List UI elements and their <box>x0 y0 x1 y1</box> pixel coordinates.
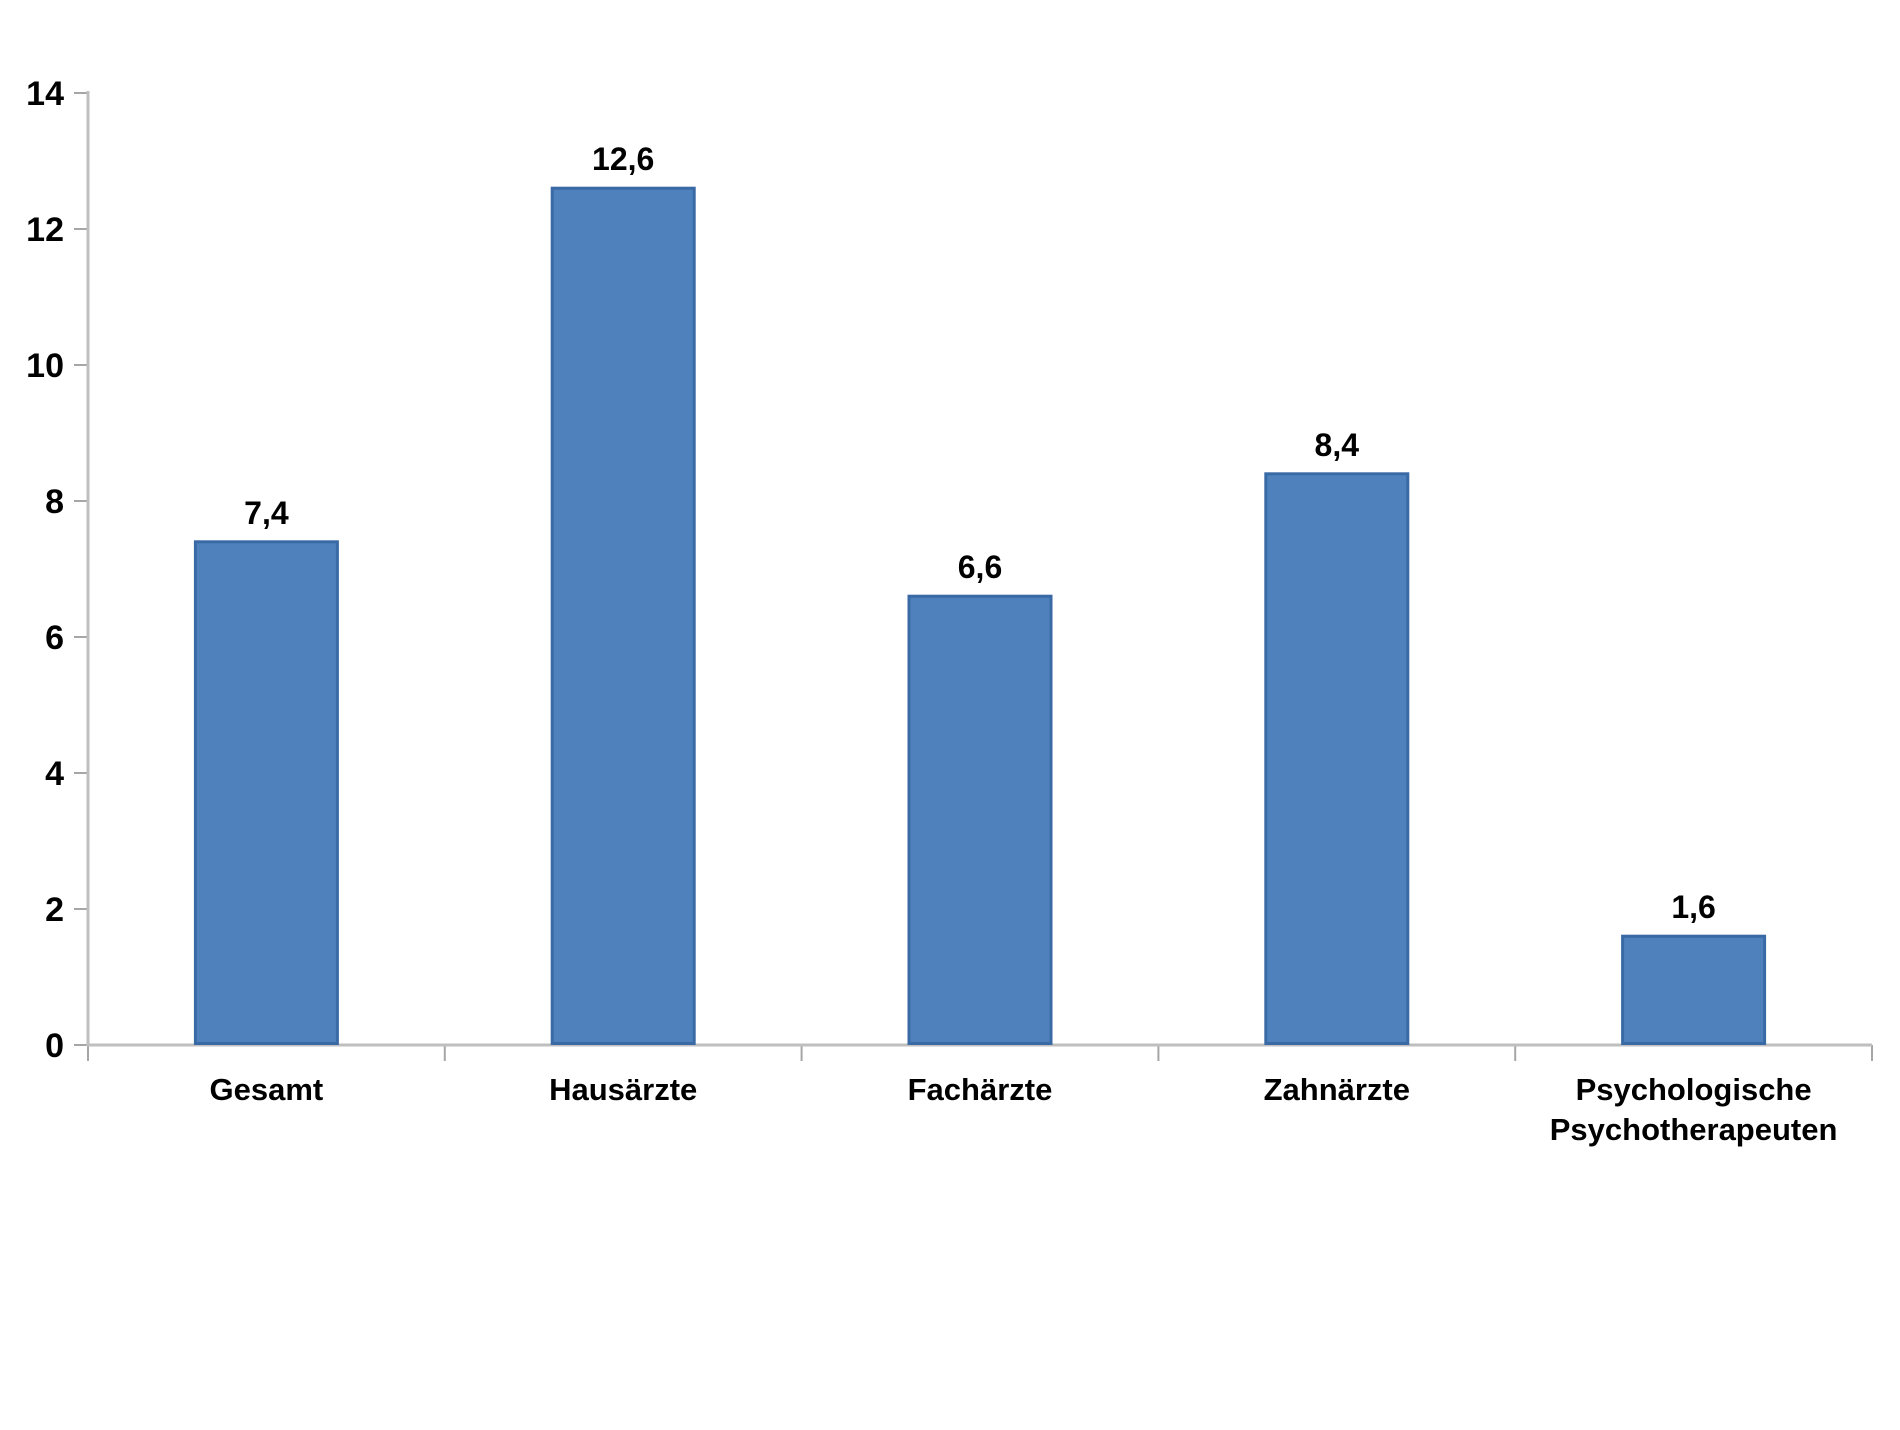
y-tick-label: 8 <box>45 483 64 521</box>
bar <box>1621 934 1767 1046</box>
y-tick-label: 10 <box>26 347 64 385</box>
x-category-label: Psychologische Psychotherapeuten <box>1550 1072 1838 1147</box>
bar <box>1264 472 1410 1045</box>
bar <box>550 186 696 1045</box>
y-tick-label: 14 <box>26 75 64 113</box>
x-category-label: Hausärzte <box>549 1072 697 1107</box>
bar-value-label: 12,6 <box>592 141 654 177</box>
x-category-label: Gesamt <box>210 1072 324 1107</box>
bar-value-label: 1,6 <box>1671 889 1715 925</box>
x-category-label: Zahnärzte <box>1264 1072 1410 1107</box>
bar <box>907 594 1053 1045</box>
y-tick-label: 6 <box>45 619 64 657</box>
bar-value-label: 6,6 <box>958 549 1002 585</box>
y-tick-label: 4 <box>45 755 64 793</box>
y-tick-label: 12 <box>26 211 64 249</box>
bar-value-label: 7,4 <box>244 495 289 531</box>
y-tick-label: 0 <box>45 1027 64 1065</box>
x-category-label: Fachärzte <box>908 1072 1053 1107</box>
bar-value-label: 8,4 <box>1315 427 1360 463</box>
y-tick-label: 2 <box>45 891 64 929</box>
bar <box>193 540 339 1045</box>
